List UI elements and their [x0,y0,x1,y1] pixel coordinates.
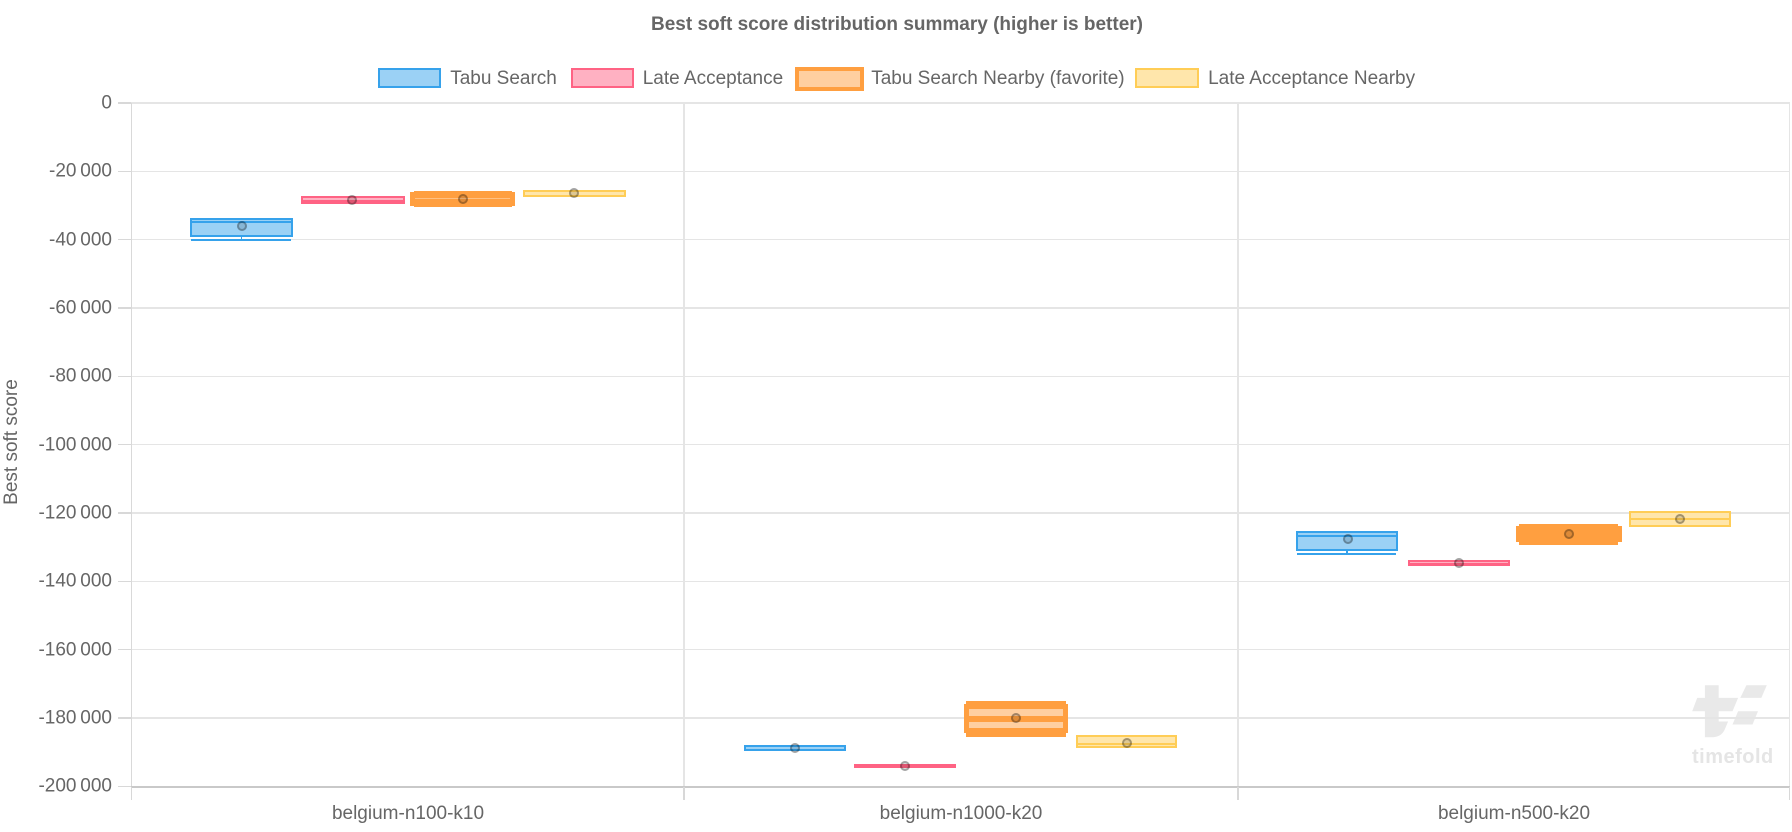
svg-text:timefold: timefold [1692,746,1774,768]
